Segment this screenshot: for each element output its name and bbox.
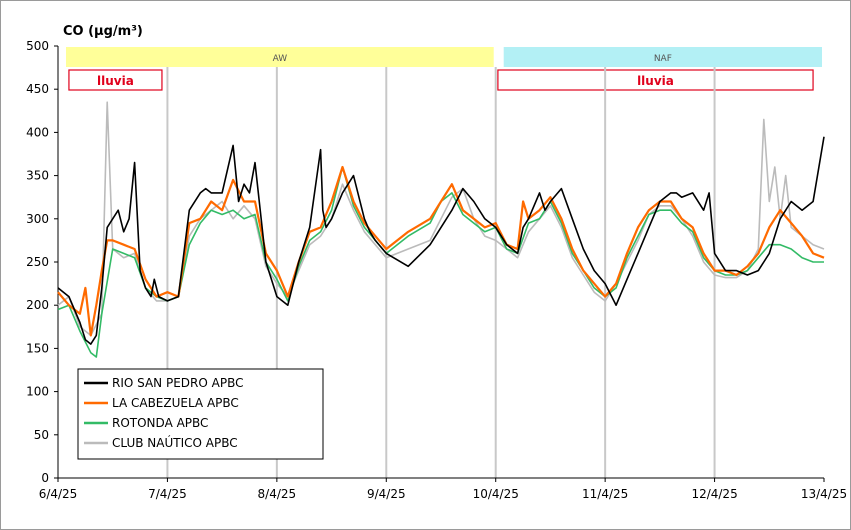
- x-tick-label: 9/4/25: [367, 487, 406, 501]
- series-line-3: [58, 102, 824, 335]
- x-tick-label: 8/4/25: [258, 487, 297, 501]
- y-tick-label: 450: [26, 82, 49, 96]
- band-label-0: AW: [273, 54, 288, 64]
- chart-title: CO (µg/m³): [63, 24, 143, 39]
- y-tick-label: 200: [26, 298, 49, 312]
- bands-layer: AW NAF lluvia lluvia: [66, 47, 822, 90]
- y-tick-label: 250: [26, 255, 49, 269]
- y-tick-label: 500: [26, 39, 49, 53]
- y-tick-label: 0: [41, 471, 49, 485]
- rain-label-1: lluvia: [637, 74, 674, 88]
- y-tick-label: 100: [26, 385, 49, 399]
- series-line-0: [58, 137, 824, 344]
- legend-label-0: RIO SAN PEDRO APBC: [112, 376, 243, 390]
- x-tick-label: 12/4/25: [691, 487, 737, 501]
- y-tick-label: 150: [26, 341, 49, 355]
- y-tick-label: 50: [34, 428, 49, 442]
- x-tick-label: 13/4/25: [801, 487, 847, 501]
- y-tick-label: 300: [26, 212, 49, 226]
- legend-label-2: ROTONDA APBC: [112, 416, 208, 430]
- legend: RIO SAN PEDRO APBC LA CABEZUELA APBC ROTON…: [78, 369, 323, 459]
- x-tick-label: 6/4/25: [39, 487, 78, 501]
- x-tick-label: 10/4/25: [473, 487, 519, 501]
- series-layer: [58, 102, 824, 357]
- rain-label-0: lluvia: [97, 74, 134, 88]
- y-tick-label: 400: [26, 125, 49, 139]
- legend-label-1: LA CABEZUELA APBC: [112, 396, 239, 410]
- x-tick-label: 7/4/25: [148, 487, 187, 501]
- y-tick-label: 350: [26, 169, 49, 183]
- x-tick-label: 11/4/25: [582, 487, 628, 501]
- legend-label-3: CLUB NAÚTICO APBC: [112, 435, 238, 450]
- band-label-1: NAF: [654, 54, 672, 64]
